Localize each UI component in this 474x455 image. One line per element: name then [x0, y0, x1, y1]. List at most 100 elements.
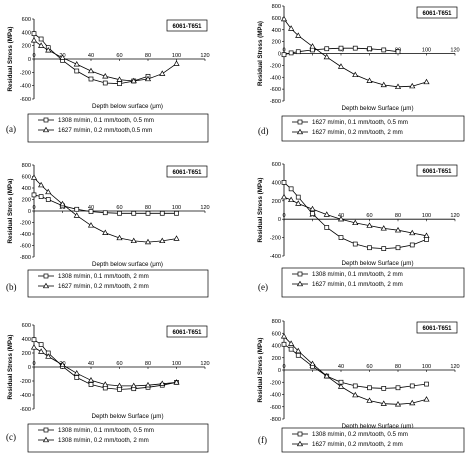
series-line	[283, 47, 399, 56]
data-point	[59, 200, 66, 207]
y-tick-label: -400	[270, 254, 281, 260]
data-point	[366, 397, 373, 403]
y-tick-label: 400	[22, 30, 31, 36]
legend-box	[27, 113, 209, 143]
x-tick-label: 0	[282, 48, 285, 54]
data-point	[295, 194, 301, 200]
panel-label: (b)	[6, 282, 17, 292]
data-point	[280, 15, 288, 22]
data-point	[338, 235, 344, 240]
data-point	[394, 226, 402, 233]
series-triangle	[280, 15, 430, 89]
x-tick-label: 100	[172, 205, 181, 211]
data-point	[102, 229, 109, 235]
material-box	[416, 321, 458, 334]
x-tick-label: 40	[88, 53, 94, 59]
panel-label: (a)	[6, 124, 16, 134]
y-tick-label: 200	[272, 199, 281, 205]
series-square	[281, 45, 401, 58]
series-triangle	[30, 344, 180, 389]
y-tick-label: -200	[270, 380, 281, 386]
series-square	[281, 341, 429, 391]
y-axis-label: Residual Stress (MPa)	[257, 338, 264, 403]
data-point	[288, 340, 295, 346]
data-point	[324, 46, 330, 52]
data-point	[131, 210, 137, 216]
data-point	[144, 381, 152, 388]
data-point	[409, 383, 415, 389]
data-point	[102, 80, 108, 86]
data-point	[337, 215, 345, 222]
material-box	[416, 6, 458, 19]
x-tick-label: 100	[422, 364, 431, 370]
y-tick-label: 800	[272, 319, 281, 325]
data-point	[144, 238, 152, 245]
data-point	[38, 342, 44, 347]
legend-label: 1627 m/min, 0.1 mm/tooth, 2 mm	[312, 281, 403, 288]
data-point	[281, 52, 287, 58]
data-point	[130, 237, 137, 244]
data-point	[324, 225, 330, 230]
data-point	[88, 209, 94, 214]
data-point	[323, 372, 330, 379]
legend-label: 1627 m/min, 0.2 mm/tooth, 2 mm	[312, 441, 403, 448]
x-axis-label: Depth below surface (μm)	[92, 103, 163, 110]
data-point	[87, 222, 95, 228]
data-point	[102, 210, 108, 216]
y-tick-label: 400	[272, 180, 281, 186]
x-tick-label: 80	[145, 361, 151, 367]
y-tick-label: 400	[272, 28, 281, 34]
data-point	[88, 382, 94, 387]
y-tick-label: 0	[28, 209, 31, 215]
data-point	[288, 196, 295, 203]
data-point	[409, 82, 416, 89]
x-tick-label: 60	[116, 205, 122, 211]
material-box	[166, 19, 208, 32]
x-tick-label: 60	[366, 364, 372, 370]
legend-marker	[43, 117, 49, 123]
data-point	[380, 81, 387, 88]
data-point	[45, 353, 52, 359]
y-tick-label: -600	[270, 405, 281, 411]
data-point	[30, 174, 38, 180]
chart-panel: 6004002000-200-400-600020406080100120Res…	[6, 323, 210, 453]
data-point	[381, 246, 387, 251]
data-point	[281, 341, 287, 347]
data-point	[310, 47, 315, 53]
data-point	[130, 77, 137, 84]
series-square	[281, 180, 429, 251]
series-line	[283, 196, 427, 237]
y-tick-label: 600	[272, 16, 281, 22]
y-tick-label: 200	[272, 40, 281, 46]
chart-panel: 6004002000-200-400-600020406080100120Res…	[6, 17, 210, 143]
x-tick-label: 0	[32, 53, 35, 59]
x-tick-label: 120	[450, 213, 459, 219]
data-point	[38, 194, 44, 199]
x-axis-label: Depth below Surface (μm)	[342, 260, 414, 267]
data-point	[159, 237, 166, 244]
legend-marker	[297, 271, 303, 277]
data-point	[323, 211, 330, 217]
data-point	[423, 78, 430, 85]
legend-label: 1308 m/min, 0.1 mm/tooth, 2 mm	[58, 273, 149, 280]
legend-label: 1308 m/min, 0.1 mm/tooth, 2 mm	[312, 271, 403, 278]
y-tick-label: -800	[20, 255, 31, 261]
x-tick-label: 120	[200, 53, 209, 59]
series-triangle	[280, 333, 430, 407]
y-tick-label: 400	[22, 337, 31, 343]
x-tick-label: 40	[88, 205, 94, 211]
y-tick-label: -600	[20, 97, 31, 103]
data-point	[295, 32, 302, 38]
y-tick-label: 0	[28, 365, 31, 371]
data-point	[423, 232, 430, 238]
legend-marker	[42, 126, 50, 133]
x-tick-label: 0	[282, 213, 285, 219]
data-point	[409, 399, 416, 406]
x-tick-label: 120	[200, 361, 209, 367]
material-label: 6061-T651	[172, 170, 202, 176]
data-point	[116, 76, 123, 82]
data-point	[367, 46, 372, 52]
material-box	[416, 164, 458, 177]
legend-box	[281, 115, 465, 142]
